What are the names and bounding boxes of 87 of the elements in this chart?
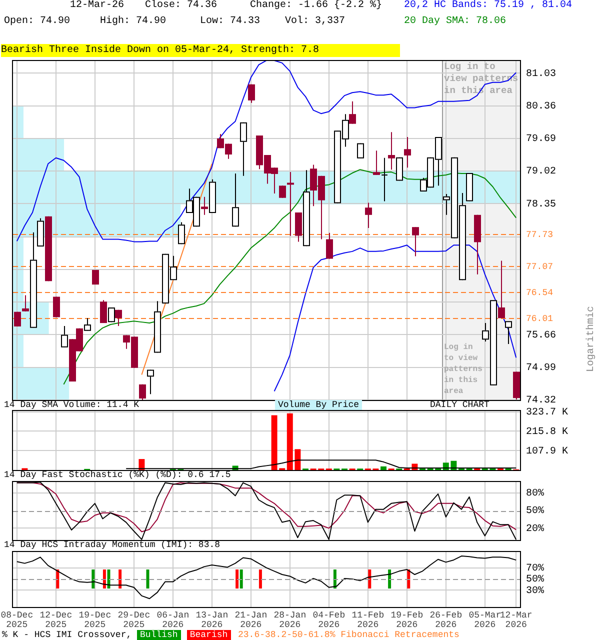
text: 12-Mar-26: [70, 0, 124, 11]
chart-title: 14 Day Fast Stochastic (%K) (%D): 0.6 17.5: [4, 470, 231, 480]
y-tick-label: 80%: [526, 488, 544, 500]
ref-line-label: 77.07: [526, 262, 554, 272]
ref-line-label: 76.01: [526, 314, 554, 324]
x-tick-label: 26-Feb 2026: [430, 610, 462, 630]
candlestick: [147, 369, 154, 395]
y-tick-label: 107.9 K: [526, 446, 568, 458]
candlestick: [232, 172, 239, 228]
text: 20,2 HC Bands: 75.19 , 81.04: [404, 0, 572, 11]
candlestick: [326, 232, 333, 260]
candlestick: [295, 212, 302, 242]
text: 14 Day SMA Volume: 11.4 K: [4, 400, 140, 410]
y-tick-label: 81.03: [526, 68, 556, 80]
candlestick: [108, 306, 115, 323]
x-tick-label: 05-Mar 2026: [468, 610, 502, 630]
x-tick-label: 08-Dec 2025: [0, 610, 34, 630]
candlestick: [53, 296, 60, 318]
ref-line-label: 76.54: [526, 288, 554, 298]
candlestick: [22, 294, 29, 312]
candlestick: [14, 311, 21, 327]
text: Change: -1.66 {-2.2 %}: [250, 0, 382, 11]
candlestick: [139, 384, 146, 400]
candlestick: [115, 309, 122, 326]
text: Open: 74.90: [4, 16, 70, 27]
text: High: 74.90: [100, 16, 166, 27]
candlestick: [279, 185, 286, 198]
text: Low: 74.33: [200, 16, 260, 27]
x-tick-label: 12-Mar 2026: [500, 610, 532, 630]
candlestick: [61, 325, 68, 348]
candlestick: [240, 122, 247, 176]
x-tick-label: 19-Feb 2026: [390, 610, 424, 630]
candlestick: [505, 320, 512, 344]
candlestick: [365, 202, 372, 229]
bar: [138, 459, 145, 470]
y-axis-title: Logarithmic: [586, 306, 597, 372]
y-tick-label: 80.36: [526, 101, 556, 112]
y-tick-label: 323.7 K: [526, 407, 568, 418]
candlestick: [100, 300, 107, 324]
text: Close: 74.36: [145, 0, 218, 11]
y-tick-label: 30%: [526, 586, 544, 597]
y-tick-label: 78.35: [526, 199, 556, 210]
ref-line-label: 77.73: [526, 230, 554, 240]
y-tick-label: 75.66: [526, 330, 556, 342]
candlestick: [357, 142, 364, 159]
x-tick-label: 28-Jan 2026: [274, 610, 306, 630]
y-tick-label: 70%: [526, 563, 544, 574]
candlestick: [373, 150, 380, 176]
candlestick: [404, 136, 411, 168]
text: 20 Day SMA: 78.06: [404, 16, 506, 27]
candlestick: [201, 196, 208, 216]
bar: [380, 466, 386, 470]
candlestick: [412, 226, 419, 257]
legend-title: % K - HCS IMI Crossover,: [2, 630, 133, 640]
text: Bearish Three Inside Down on 05-Mar-24, Strength: 7.8: [1, 44, 400, 57]
x-tick-label: 19-Dec 2025: [78, 610, 112, 630]
candlestick: [178, 222, 185, 245]
y-tick-label: 50%: [526, 506, 544, 518]
text: Bearish: [186, 630, 231, 640]
y-tick-label: 215.8 K: [526, 426, 568, 438]
x-tick-label: 21-Jan 2026: [234, 610, 268, 630]
candlestick: [248, 84, 255, 104]
chart-title: 14 Day HCS Intraday Momentum (IMI): 83.8: [4, 540, 220, 550]
candlestick: [381, 157, 388, 202]
candlestick: [396, 156, 403, 182]
text: Bullish: [137, 630, 181, 640]
x-tick-label: 29-Dec 2025: [118, 610, 150, 630]
y-tick-label: 79.69: [526, 134, 556, 146]
candlestick: [388, 132, 395, 170]
text: DAILY CHART: [430, 400, 490, 410]
candlestick: [498, 260, 505, 319]
y-tick-label: 74.32: [526, 396, 556, 407]
text: Vol: 3,337: [285, 16, 346, 27]
x-tick-label: 13-Jan 2026: [196, 610, 228, 630]
text: 23.6-38.2-50-61.8% Fibonacci Retracements: [238, 630, 460, 640]
y-tick-label: 74.99: [526, 363, 556, 374]
x-tick-label: 11-Feb 2026: [352, 610, 384, 630]
candlestick: [84, 318, 91, 332]
y-tick-label: 20%: [526, 524, 544, 535]
candlestick: [349, 100, 356, 124]
x-tick-label: 12-Dec 2025: [40, 610, 72, 630]
x-tick-label: 06-Jan 2026: [156, 610, 190, 630]
y-tick-label: 79.02: [526, 166, 556, 178]
y-tick-label: 50%: [526, 574, 544, 586]
text: Log in to view patterns in this area: [444, 343, 482, 396]
x-tick-label: 04-Feb 2026: [312, 610, 346, 630]
text: Volume By Price: [275, 400, 362, 410]
